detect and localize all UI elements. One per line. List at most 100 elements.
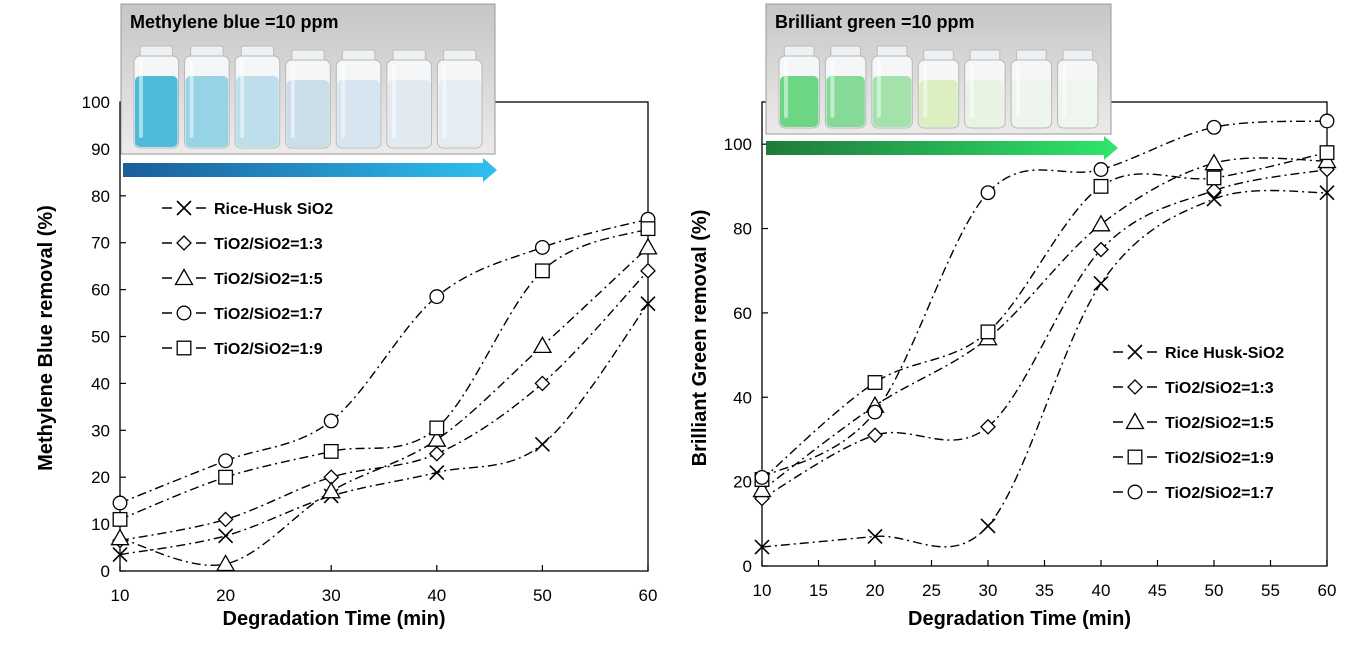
- data-point: [218, 453, 234, 469]
- data-point: [534, 375, 551, 392]
- data-point: [429, 464, 445, 481]
- x-tick-label: 40: [1092, 581, 1111, 600]
- legend-label: Rice-Husk SiO2: [214, 201, 333, 218]
- y-tick-label: 50: [91, 328, 110, 347]
- legend-entry: TiO2/SiO2=1:7: [162, 305, 323, 323]
- series-circle: [112, 211, 656, 511]
- legend-marker: [176, 235, 192, 251]
- chart-right: 0 20 40 60 80 100 10 15 20 25 30 35 40 45 50 55 60 Degrad…: [689, 3, 1337, 630]
- gradient-arrow: [123, 158, 497, 182]
- legend: Rice-Husk SiO2 TiO2/SiO2=1:3 TiO2/SiO2=1:5…: [162, 200, 333, 358]
- data-point: [640, 296, 656, 312]
- y-axis-label: Brilliant Green removal (%): [689, 210, 711, 467]
- y-tick-label: 60: [91, 281, 110, 300]
- vial: [1057, 49, 1099, 129]
- vial: [184, 45, 230, 149]
- data-point: [112, 495, 128, 511]
- legend-marker: [1127, 344, 1143, 360]
- data-point: [1206, 119, 1222, 135]
- vial: [871, 45, 913, 129]
- legend-label: TiO2/SiO2=1:3: [214, 236, 323, 253]
- x-tick-label: 55: [1261, 581, 1280, 600]
- vial: [335, 49, 382, 149]
- x-tick-label: 60: [1318, 581, 1337, 600]
- legend-entry: Rice Husk-SiO2: [1113, 344, 1284, 362]
- data-point: [427, 429, 447, 447]
- y-tick-label: 100: [82, 93, 110, 112]
- data-point: [754, 539, 770, 555]
- data-point: [534, 263, 550, 279]
- y-tick-label: 20: [91, 468, 110, 487]
- legend-label: TiO2/SiO2=1:3: [1165, 380, 1274, 397]
- data-point: [1204, 153, 1224, 171]
- data-point: [323, 413, 339, 429]
- legend-marker: [1127, 379, 1143, 395]
- data-point: [1206, 182, 1222, 199]
- y-tick-label: 100: [724, 135, 752, 154]
- y-axis-label: Methylene Blue removal (%): [35, 205, 57, 471]
- y-tick-label: 40: [91, 374, 110, 393]
- data-point: [112, 547, 128, 563]
- legend-entry: TiO2/SiO2=1:5: [162, 268, 323, 288]
- x-tick-label: 45: [1148, 581, 1167, 600]
- legend-entry: TiO2/SiO2=1:5: [1113, 412, 1274, 432]
- data-point: [1091, 214, 1111, 232]
- vial: [917, 49, 960, 129]
- x-axis-label: Degradation Time (min): [908, 608, 1131, 630]
- vial: [964, 49, 1006, 129]
- data-point: [217, 511, 234, 528]
- data-point: [218, 469, 234, 485]
- data-point: [1319, 145, 1335, 161]
- x-tick-label: 35: [1035, 581, 1054, 600]
- vial: [386, 49, 432, 149]
- vial: [436, 49, 483, 149]
- y-tick-label: 30: [91, 421, 110, 440]
- legend-entry: TiO2/SiO2=1:3: [162, 235, 323, 253]
- series-triangle: [752, 151, 1337, 498]
- legend-label: TiO2/SiO2=1:7: [214, 306, 323, 323]
- y-tick-label: 60: [733, 304, 752, 323]
- series-line: [761, 157, 1328, 491]
- series-line: [761, 168, 1328, 500]
- x-tick-label: 50: [533, 586, 552, 605]
- gradient-arrow: [766, 136, 1118, 160]
- data-point: [867, 375, 883, 390]
- x-tick-label: 30: [979, 581, 998, 600]
- legend-marker: [1125, 412, 1145, 430]
- legend-entry: TiO2/SiO2=1:9: [1113, 449, 1274, 467]
- data-point: [215, 554, 236, 572]
- data-point: [429, 420, 445, 436]
- series-square: [754, 145, 1335, 487]
- x-tick-label: 20: [866, 581, 885, 600]
- legend-entry: TiO2/SiO2=1:9: [162, 340, 323, 358]
- data-point: [1206, 191, 1222, 207]
- legend-label: TiO2/SiO2=1:9: [214, 341, 323, 358]
- legend: Rice Husk-SiO2 TiO2/SiO2=1:3 TiO2/SiO2=1:5…: [1113, 344, 1284, 502]
- legend-marker: [176, 200, 192, 216]
- data-point: [867, 427, 883, 444]
- data-point: [110, 528, 130, 546]
- data-point: [1093, 178, 1109, 194]
- y-tick-label: 0: [101, 562, 110, 581]
- legend-marker: [176, 340, 192, 356]
- series-line: [119, 218, 649, 504]
- y-tick-label: 10: [91, 515, 110, 534]
- series-line: [761, 189, 1328, 548]
- data-point: [532, 336, 553, 354]
- y-tick-label: 40: [733, 388, 752, 407]
- legend-label: TiO2/SiO2=1:9: [1165, 450, 1274, 467]
- data-point: [752, 480, 772, 498]
- y-tick-label: 80: [733, 220, 752, 239]
- legend-label: TiO2/SiO2=1:7: [1165, 485, 1274, 502]
- legend-label: TiO2/SiO2=1:5: [214, 271, 323, 288]
- series-triangle: [110, 237, 658, 572]
- legend-marker: [1127, 449, 1143, 465]
- legend-label: TiO2/SiO2=1:5: [1165, 415, 1274, 432]
- x-tick-label: 40: [427, 586, 446, 605]
- x-tick-label: 10: [753, 581, 772, 600]
- data-point: [534, 239, 550, 255]
- data-point: [321, 481, 341, 499]
- data-point: [1093, 275, 1109, 291]
